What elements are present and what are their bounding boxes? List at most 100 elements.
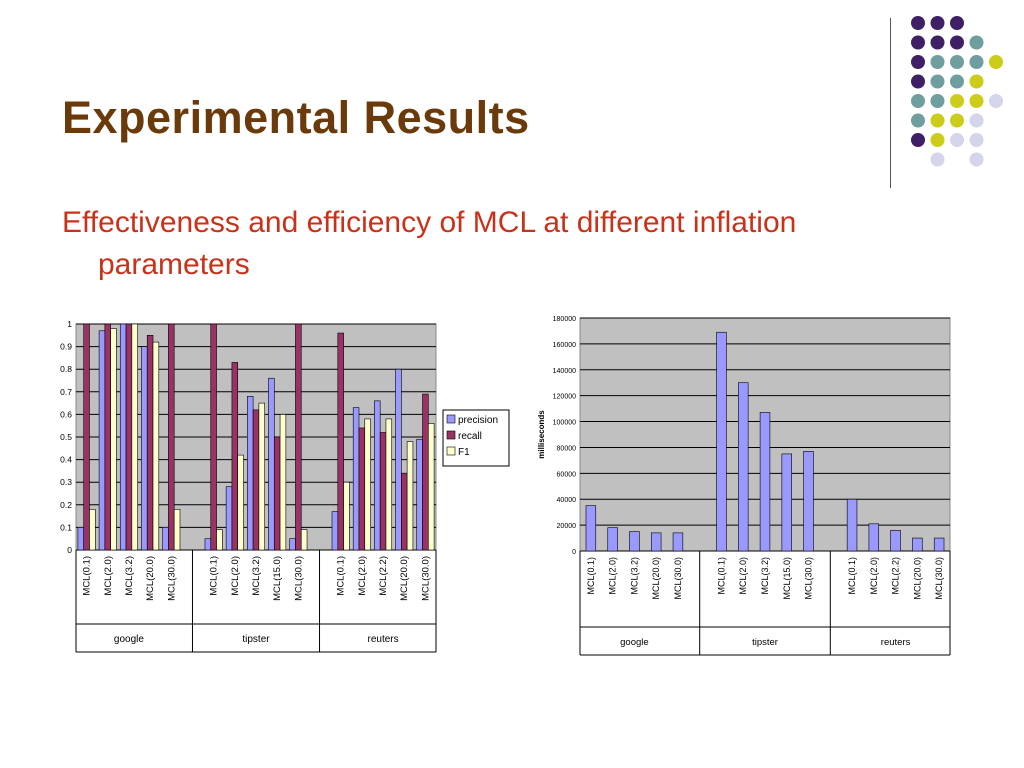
slide-subtitle: Effectiveness and efficiency of MCL at d… bbox=[62, 206, 797, 281]
dot bbox=[911, 35, 925, 50]
dot bbox=[930, 35, 945, 50]
y-tick-label: 0.8 bbox=[60, 364, 72, 374]
bar bbox=[237, 454, 244, 551]
x-group-label: tipster bbox=[242, 634, 270, 645]
legend-swatch bbox=[446, 414, 456, 424]
bar bbox=[268, 377, 275, 551]
y-tick-label: 1 bbox=[67, 319, 72, 329]
effectiveness-bar-chart: 0 0.1 0.2 0.3 0.4 0.5 0.6 0.7 0.8 0.9 1 MCL(0.1) MCL… bbox=[60, 319, 510, 653]
bar bbox=[89, 509, 96, 551]
y-tick-label: 80000 bbox=[557, 445, 577, 452]
bar bbox=[933, 537, 945, 552]
x-category-label: MCL(15.0) bbox=[782, 557, 792, 600]
bar bbox=[846, 498, 858, 552]
x-group-label: tipster bbox=[752, 637, 778, 648]
x-category-label: MCL(0.1) bbox=[716, 557, 726, 595]
x-category-label: MCL(0.1) bbox=[586, 557, 596, 595]
y-tick-label: 0.3 bbox=[60, 477, 72, 487]
dot bbox=[911, 133, 925, 147]
bar bbox=[146, 334, 154, 551]
decorative-dot-grid bbox=[911, 16, 1003, 167]
bar bbox=[416, 438, 423, 551]
bar bbox=[585, 505, 597, 552]
y-tick-label: 0.6 bbox=[60, 409, 72, 419]
y-tick-label: 0.5 bbox=[60, 432, 72, 442]
bar bbox=[173, 509, 181, 551]
bar bbox=[781, 453, 792, 552]
bar bbox=[364, 418, 371, 551]
y-tick-label: 120000 bbox=[553, 394, 576, 401]
x-category-label: MCL(2.0) bbox=[103, 556, 114, 596]
y-tick-label: 140000 bbox=[553, 368, 576, 375]
bar bbox=[738, 382, 749, 552]
y-tick-label: 0.2 bbox=[60, 500, 72, 510]
legend-swatch bbox=[446, 446, 456, 456]
bar bbox=[225, 486, 233, 551]
dot bbox=[969, 133, 984, 147]
dot bbox=[930, 113, 945, 128]
bar bbox=[379, 432, 387, 551]
dot bbox=[950, 133, 964, 147]
bar bbox=[759, 412, 771, 552]
dot bbox=[911, 16, 925, 30]
legend-swatch bbox=[446, 430, 456, 440]
dot bbox=[930, 74, 945, 89]
y-tick-label: 0 bbox=[572, 549, 576, 556]
bar bbox=[401, 472, 408, 551]
dot bbox=[969, 55, 984, 69]
x-category-label: MCL(2.0) bbox=[230, 556, 241, 596]
dot bbox=[930, 133, 945, 147]
x-group-label: google bbox=[620, 637, 649, 648]
bar bbox=[83, 323, 90, 551]
dot bbox=[930, 55, 945, 69]
bar bbox=[395, 368, 402, 551]
bar bbox=[352, 407, 360, 551]
bar bbox=[216, 529, 223, 551]
dot bbox=[969, 35, 984, 50]
legend: precision recall F1 bbox=[442, 409, 510, 467]
x-category-label: MCL(30.0) bbox=[293, 556, 304, 601]
x-group-label: google bbox=[114, 634, 144, 645]
x-category-label: MCL(2.0) bbox=[357, 556, 368, 596]
bar bbox=[204, 538, 212, 551]
y-tick-label: 20000 bbox=[557, 523, 577, 530]
bar bbox=[428, 423, 435, 551]
dot bbox=[950, 16, 964, 30]
bar bbox=[912, 537, 923, 552]
bar bbox=[650, 532, 662, 552]
bar bbox=[77, 527, 84, 551]
bar bbox=[252, 409, 260, 551]
bar bbox=[672, 532, 684, 552]
bar bbox=[890, 529, 901, 552]
dot bbox=[969, 113, 984, 128]
legend-label: precision bbox=[458, 415, 498, 426]
x-category-label: MCL(20.0) bbox=[651, 557, 661, 600]
x-category-label: MCL(0.1) bbox=[336, 556, 347, 596]
x-category-label: MCL(15.0) bbox=[272, 556, 283, 601]
decorative-divider bbox=[890, 18, 891, 188]
x-category-label: MCL(30.0) bbox=[804, 557, 814, 600]
bar bbox=[273, 436, 281, 551]
bar bbox=[803, 451, 814, 552]
efficiency-bar-chart: 0 20000 40000 60000 80000 100000 120000 140000 1… bbox=[537, 316, 951, 656]
bar bbox=[131, 323, 138, 551]
bar bbox=[422, 393, 429, 551]
dot bbox=[969, 94, 984, 108]
bar bbox=[279, 414, 287, 551]
bar bbox=[868, 523, 880, 552]
y-tick-label: 160000 bbox=[553, 342, 576, 349]
bar bbox=[119, 323, 127, 551]
bar bbox=[629, 531, 640, 552]
bar bbox=[300, 529, 308, 551]
dot bbox=[950, 35, 964, 50]
y-tick-label: 0.7 bbox=[60, 387, 72, 397]
x-category-label: MCL(30.0) bbox=[673, 557, 683, 600]
x-category-label: MCL(2.0) bbox=[738, 557, 748, 595]
x-category-label: MCL(3.2) bbox=[124, 556, 135, 596]
bar bbox=[152, 341, 160, 551]
bar bbox=[337, 332, 344, 551]
bar bbox=[231, 362, 239, 551]
bar bbox=[104, 323, 111, 551]
y-tick-label: 100000 bbox=[553, 420, 576, 427]
bar bbox=[289, 538, 296, 551]
